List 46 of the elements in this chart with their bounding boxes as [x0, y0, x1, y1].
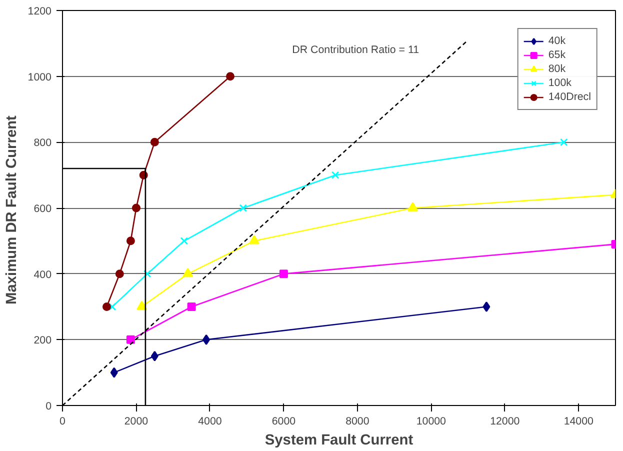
legend-label: 80k	[548, 62, 567, 76]
y-tick-label: 1000	[28, 71, 52, 84]
point	[108, 302, 116, 311]
x-tick-label: 6000	[272, 416, 296, 428]
point	[132, 204, 140, 212]
y-axis-title: Maximum DR Fault Current	[4, 115, 20, 304]
y-tick-label: 600	[34, 203, 52, 215]
y-tick-label: 200	[34, 334, 52, 347]
point	[239, 204, 248, 212]
point	[407, 202, 418, 212]
x-tick-label: 12000	[490, 416, 520, 428]
x-tick-label: 8000	[346, 416, 370, 428]
x-tick-label: 0	[60, 416, 66, 428]
x-tick-label: 10000	[416, 416, 446, 428]
point	[126, 236, 135, 246]
point	[560, 138, 568, 146]
point	[102, 302, 111, 311]
legend-label: 40k	[548, 34, 567, 48]
legend-label: 65k	[548, 48, 567, 62]
point	[182, 268, 194, 278]
y-tick-label: 1200	[28, 6, 52, 18]
legend-label: 140Drecl	[548, 90, 591, 104]
point	[279, 270, 288, 278]
x-tick-label: 2000	[124, 416, 148, 428]
point	[126, 335, 135, 344]
point	[187, 302, 196, 311]
point	[150, 350, 158, 362]
y-tick-label: 800	[34, 137, 52, 150]
x-tick-label: 4000	[198, 416, 222, 428]
x-tick-label: 14000	[564, 416, 594, 428]
point	[180, 236, 188, 245]
point	[136, 300, 148, 310]
point	[331, 171, 340, 180]
point	[482, 302, 490, 312]
y-tick-label: 0	[46, 400, 52, 412]
legend-label: 100k	[548, 76, 572, 90]
y-tick-label: 400	[34, 268, 52, 281]
point	[150, 138, 159, 146]
point	[115, 270, 124, 278]
x-axis-title: System Fault Current	[264, 432, 414, 448]
point	[248, 234, 260, 244]
point	[110, 367, 118, 378]
point	[226, 72, 234, 81]
annotation: DR Contribution Ratio = 11	[292, 44, 420, 56]
point	[143, 270, 152, 278]
point	[202, 334, 210, 345]
